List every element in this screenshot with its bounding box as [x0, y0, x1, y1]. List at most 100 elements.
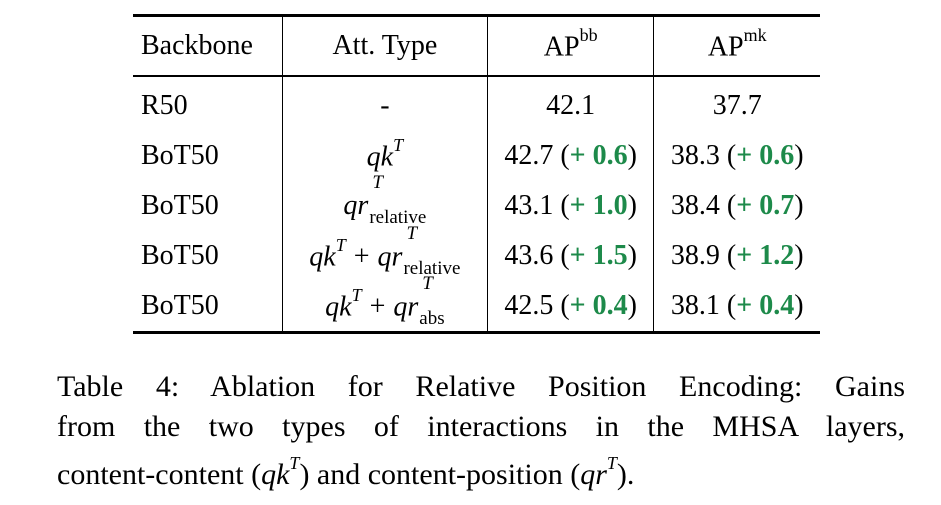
math-T: T	[289, 453, 300, 473]
header-row: Backbone Att. Type APbb APmk	[133, 15, 820, 76]
cell-ap-bb: 42.7 (+ 0.6)	[486, 131, 654, 181]
math-k: k	[380, 141, 394, 173]
math-T: T	[393, 134, 404, 155]
cell-att-type: qkT	[281, 131, 488, 181]
math-plus: +	[369, 291, 386, 323]
cell-ap-bb: 43.1 (+ 1.0)	[486, 181, 654, 231]
paren-close: )	[794, 290, 804, 321]
math-sub-abs: abs	[419, 308, 445, 330]
header-ap-bb: APbb	[486, 15, 654, 76]
math-T: T	[351, 284, 362, 305]
caption-text-c: ).	[616, 458, 635, 491]
ap-bb-value: 42.7	[504, 140, 554, 171]
results-table-container: Backbone Att. Type APbb APmk R50 - 42.1 …	[133, 14, 820, 334]
cell-ap-bb: 43.6 (+ 1.5)	[486, 231, 654, 281]
ablation-table: Backbone Att. Type APbb APmk R50 - 42.1 …	[133, 14, 820, 334]
caption-line-2: from the two types of interactions in th…	[57, 410, 905, 443]
paren-close: )	[627, 290, 637, 321]
cell-ap-mk: 37.7	[653, 76, 820, 131]
caption-text-a: content-content (	[57, 458, 262, 491]
paren-open: (	[560, 140, 570, 171]
cell-backbone: R50	[141, 90, 188, 121]
cell-backbone: BoT50	[141, 140, 219, 171]
math-q: q	[393, 291, 408, 323]
math-k: k	[323, 241, 336, 273]
math-q: q	[580, 458, 596, 491]
cell-ap-mk: 38.1 (+ 0.4)	[653, 281, 820, 333]
paren-open: (	[726, 290, 737, 321]
math-T: T	[606, 453, 617, 473]
math-T: T	[372, 172, 383, 193]
math-q: q	[366, 141, 381, 173]
ap-mk-value: 38.9	[670, 240, 720, 271]
math-sub-relative: relative	[403, 258, 461, 280]
paren-close: )	[627, 240, 637, 271]
cell-ap-mk: 38.4 (+ 0.7)	[653, 181, 820, 231]
cell-ap-mk: 38.9 (+ 1.2)	[653, 231, 820, 281]
ap-mk-gain: + 0.7	[736, 190, 795, 221]
paren-open: (	[726, 140, 737, 171]
ap-bb-value: 42.5	[504, 290, 554, 321]
ap-mk-gain: + 1.2	[736, 240, 795, 271]
ap-mk-gain: + 0.6	[736, 140, 795, 171]
math-plus: +	[353, 241, 370, 273]
table-row: R50 - 42.1 37.7	[133, 76, 820, 131]
cell-ap-mk: 38.3 (+ 0.6)	[653, 131, 820, 181]
math-q: q	[343, 190, 358, 221]
paren-close: )	[794, 140, 804, 171]
table-caption: Table 4: Ablation for Relative Position …	[57, 367, 905, 495]
math-T: T	[422, 273, 433, 295]
ap-bb-gain: + 1.0	[569, 190, 628, 221]
math-r: r	[357, 190, 369, 221]
table-header: Backbone Att. Type APbb APmk	[133, 15, 820, 76]
math-k: k	[276, 458, 290, 491]
math-sub-relative: relative	[369, 207, 427, 228]
header-ap-mk: APmk	[653, 15, 820, 76]
ap-mk-value: 38.4	[670, 190, 720, 221]
math-q: q	[309, 241, 324, 273]
header-ap-mk-sup: mk	[743, 24, 767, 45]
math-r: r	[407, 291, 419, 323]
cell-backbone: BoT50	[141, 190, 219, 221]
ap-mk-value: 38.1	[670, 290, 720, 321]
paren-open: (	[560, 290, 570, 321]
paren-open: (	[560, 190, 570, 221]
paren-close: )	[794, 190, 804, 221]
table-body: R50 - 42.1 37.7 BoT50 qkT 42.7 (+ 0.6) 3…	[133, 76, 820, 333]
paren-open: (	[726, 240, 737, 271]
ap-bb-gain: + 0.4	[569, 290, 628, 321]
math-q: q	[261, 458, 277, 491]
header-ap-bb-base: AP	[543, 31, 580, 63]
paren-close: )	[794, 240, 804, 271]
math-r: r	[391, 241, 403, 273]
cell-ap-bb: 42.5 (+ 0.4)	[486, 281, 654, 333]
header-ap-mk-base: AP	[707, 31, 744, 63]
caption-line-1: Table 4: Ablation for Relative Position …	[57, 370, 905, 403]
ap-bb-value: 43.1	[504, 190, 554, 221]
ap-mk-value: 38.3	[670, 140, 720, 171]
ap-bb-gain: + 0.6	[569, 140, 628, 171]
cell-backbone: BoT50	[141, 290, 219, 321]
header-ap-bb-sup: bb	[579, 24, 598, 45]
math-k: k	[339, 291, 352, 323]
paren-open: (	[726, 190, 737, 221]
math-T: T	[406, 223, 418, 245]
header-backbone: Backbone	[141, 30, 253, 61]
math-T: T	[335, 234, 346, 255]
cell-ap-bb: 42.1	[486, 76, 654, 131]
ap-bb-value: 43.6	[504, 240, 554, 271]
math-q: q	[377, 241, 392, 273]
caption-text-b: ) and content-position (	[299, 458, 581, 491]
math-r: r	[595, 458, 607, 491]
paren-close: )	[627, 140, 637, 171]
ap-bb-gain: + 1.5	[569, 240, 628, 271]
